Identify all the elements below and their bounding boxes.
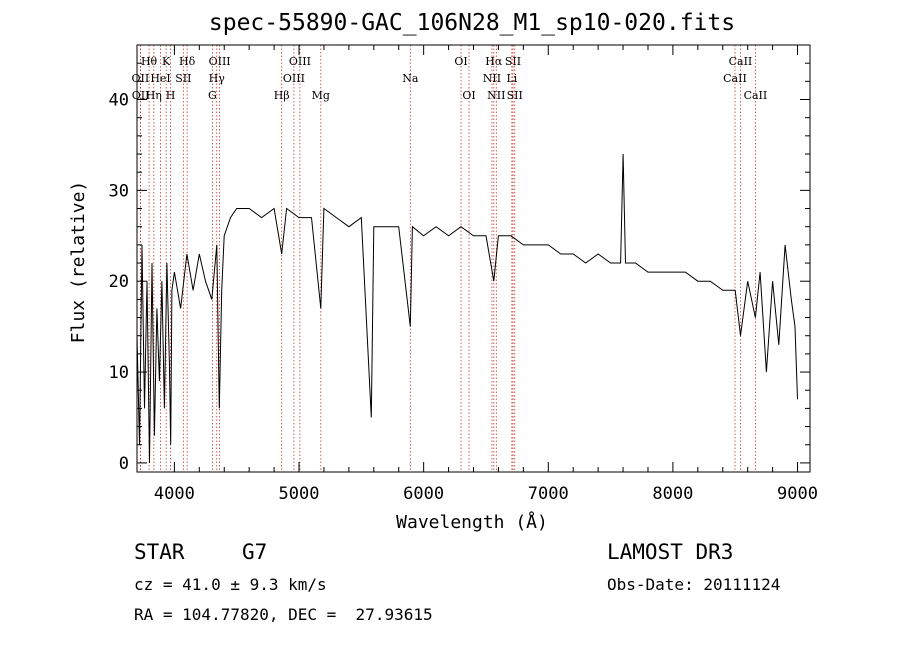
y-tick-label-20: 20 (109, 272, 129, 292)
y-tick-label-40: 40 (109, 91, 129, 111)
subclass: G7 (242, 540, 268, 564)
plot-frame (136, 44, 811, 473)
line-label-27: CaII (744, 89, 768, 102)
line-label-20: NII (483, 72, 501, 85)
x-axis-label: Wavelength (Å) (396, 511, 548, 533)
line-label-11: G (208, 89, 217, 102)
object-class: STAR (134, 540, 185, 564)
line-label-21: NII (487, 89, 505, 102)
x-tick-label-7000: 7000 (528, 484, 569, 504)
line-label-3: K (162, 55, 171, 68)
x-tick-label-4000: 4000 (154, 484, 195, 504)
x-tick-label-6000: 6000 (403, 484, 444, 504)
line-label-6: Hδ (179, 55, 196, 68)
x-tick-label-5000: 5000 (279, 484, 320, 504)
plot-area: Hθ OII OII K HeI Hη Hδ SII H OIII Hγ G OIII OIII Hβ Mg N… (109, 44, 818, 504)
line-label-4: HeI (150, 72, 170, 85)
x-tick-label-8000: 8000 (652, 484, 693, 504)
line-label-17: OI (454, 55, 467, 68)
line-label-8: H (166, 89, 176, 102)
line-label-25: CaII (729, 55, 753, 68)
line-label-10: Hγ (209, 72, 226, 85)
line-label-18: OI (462, 89, 475, 102)
chart-title: spec-55890-GAC_106N28_M1_sp10-020.fits (209, 10, 735, 36)
y-tick-label-10: 10 (109, 363, 129, 383)
line-label-13: OIII (283, 72, 305, 85)
line-label-19: Hα (485, 55, 503, 68)
line-label-15: Mg (312, 89, 330, 102)
line-label-22: SII (505, 55, 521, 68)
line-label-12: OIII (289, 55, 311, 68)
observation-date: Obs-Date: 20111124 (607, 575, 781, 594)
line-label-9: OIII (209, 55, 231, 68)
x-tick-label-9000: 9000 (777, 484, 818, 504)
line-label-7: SII (175, 72, 191, 85)
spectrum-series-line (136, 153, 798, 463)
line-label-0: Hθ (141, 55, 158, 68)
survey-name: LAMOST DR3 (607, 540, 734, 564)
redshift-value: cz = 41.0 ± 9.3 km/s (134, 575, 327, 594)
line-label-14: Hβ (274, 89, 290, 102)
line-label-26: CaII (723, 72, 747, 85)
line-label-24: SII (507, 89, 523, 102)
y-axis-label: Flux (relative) (68, 181, 89, 344)
y-tick-label-0: 0 (119, 454, 129, 474)
line-label-23: Li (506, 72, 517, 85)
line-label-2: OII (132, 89, 150, 102)
line-label-1: OII (132, 72, 150, 85)
line-label-5: Hη (146, 89, 162, 102)
y-tick-label-30: 30 (109, 181, 129, 201)
line-label-16: Na (402, 72, 419, 85)
sky-coordinates: RA = 104.77820, DEC = 27.93615 (134, 605, 433, 624)
